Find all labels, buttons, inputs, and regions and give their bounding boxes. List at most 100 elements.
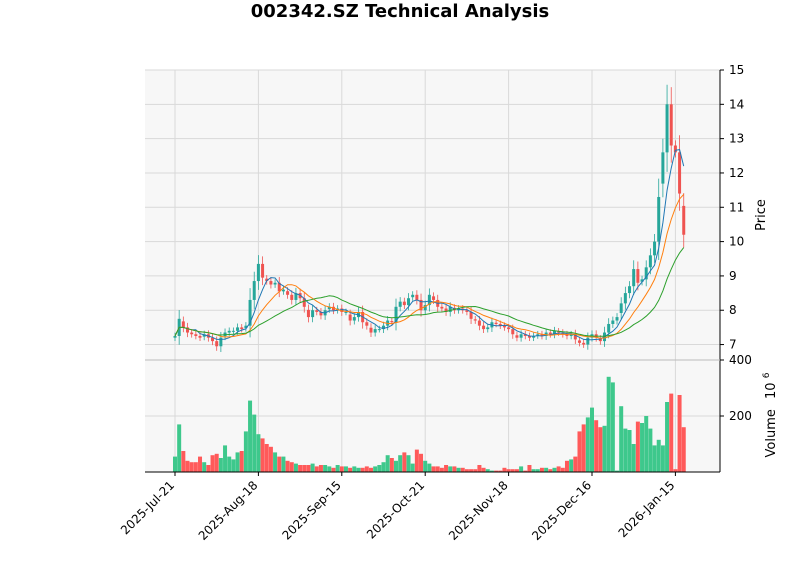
volume-bar bbox=[677, 395, 682, 472]
volume-multiplier-exp: 6 bbox=[762, 372, 772, 378]
candle-body bbox=[269, 281, 273, 285]
volume-bar bbox=[243, 431, 248, 472]
candle-body bbox=[527, 335, 531, 338]
candle-body bbox=[653, 241, 657, 256]
price-tick-label: 12 bbox=[729, 166, 744, 180]
candle-body bbox=[340, 308, 344, 312]
candle-body bbox=[211, 337, 215, 342]
candle-body bbox=[486, 327, 490, 330]
volume-bar bbox=[427, 463, 432, 472]
candle-body bbox=[231, 330, 235, 332]
candle-body bbox=[623, 293, 627, 304]
volume-bar bbox=[560, 467, 565, 472]
volume-bar bbox=[519, 466, 524, 472]
candle-body bbox=[277, 282, 281, 292]
candle-body bbox=[244, 325, 248, 329]
x-tick-label: 2025-Nov-18 bbox=[446, 478, 511, 543]
volume-bar bbox=[619, 406, 624, 472]
candle-body bbox=[173, 335, 177, 338]
volume-tick-label: 400 bbox=[729, 353, 752, 367]
candle-body bbox=[477, 320, 481, 326]
candle-body bbox=[607, 323, 611, 333]
candle-body bbox=[190, 332, 194, 335]
candle-body bbox=[394, 306, 398, 323]
volume-bar bbox=[235, 452, 240, 472]
volume-bar bbox=[331, 467, 336, 472]
volume-bar bbox=[444, 465, 449, 472]
volume-bar bbox=[656, 439, 661, 472]
candle-body bbox=[669, 104, 673, 146]
candle-body bbox=[586, 337, 590, 345]
volume-bar bbox=[539, 467, 544, 472]
candle-body bbox=[398, 301, 402, 307]
candle-body bbox=[678, 152, 682, 194]
candle-body bbox=[557, 331, 561, 333]
candle-body bbox=[352, 317, 356, 321]
candle-body bbox=[390, 321, 394, 323]
price-tick-label: 15 bbox=[729, 63, 744, 77]
volume-bar bbox=[535, 469, 540, 472]
volume-bar bbox=[214, 453, 219, 472]
price-axis-label: Price bbox=[754, 199, 769, 231]
candle-body bbox=[373, 329, 377, 333]
volume-bar bbox=[310, 463, 315, 472]
x-tick-label: 2025-Aug-18 bbox=[196, 478, 261, 543]
volume-bar bbox=[402, 452, 407, 472]
volume-bar bbox=[585, 417, 590, 472]
volume-axis-label-text: Volume bbox=[764, 409, 779, 457]
volume-bar bbox=[406, 455, 411, 472]
volume-bar bbox=[306, 465, 311, 472]
candle-body bbox=[611, 320, 615, 324]
candle-body bbox=[494, 322, 498, 324]
candle-body bbox=[565, 334, 569, 336]
volume-bar bbox=[564, 460, 569, 472]
candle-body bbox=[465, 310, 469, 312]
candle-body bbox=[194, 334, 198, 336]
price-tick-label: 14 bbox=[729, 97, 744, 111]
volume-bar bbox=[502, 467, 507, 472]
volume-bar bbox=[285, 460, 290, 472]
candle-body bbox=[640, 279, 644, 282]
candle-body bbox=[636, 269, 640, 283]
volume-bar bbox=[177, 424, 182, 472]
volume-bar bbox=[368, 467, 373, 472]
volume-bar bbox=[189, 462, 194, 472]
candle-body bbox=[286, 291, 290, 295]
volume-tick-label: 200 bbox=[729, 409, 752, 423]
volume-bar bbox=[318, 465, 323, 472]
volume-bar bbox=[640, 423, 645, 472]
volume-bar bbox=[510, 469, 515, 472]
ma-mid-line bbox=[174, 194, 685, 339]
candle-body bbox=[219, 337, 223, 347]
volume-bar bbox=[577, 431, 582, 472]
volume-bar bbox=[648, 428, 653, 472]
volume-bar bbox=[302, 465, 307, 472]
candle-body bbox=[473, 319, 477, 321]
candle-body bbox=[198, 335, 202, 338]
volume-bar bbox=[590, 407, 594, 472]
volume-bar bbox=[594, 420, 599, 472]
candle-body bbox=[427, 294, 431, 306]
candle-body bbox=[577, 340, 581, 343]
volume-bar bbox=[335, 465, 340, 472]
candle-body bbox=[344, 311, 348, 313]
volume-bar bbox=[293, 463, 298, 472]
price-tick-label: 7 bbox=[729, 338, 737, 352]
volume-bar bbox=[360, 467, 365, 472]
candle-body bbox=[319, 311, 323, 316]
candle-body bbox=[432, 296, 436, 300]
candle-body bbox=[411, 294, 415, 298]
volume-bar bbox=[494, 470, 499, 472]
volume-bar bbox=[218, 458, 223, 472]
candle-body bbox=[327, 306, 331, 310]
volume-bar bbox=[485, 469, 490, 472]
volume-bar bbox=[477, 465, 482, 472]
volume-bar bbox=[223, 445, 228, 472]
volume-bar bbox=[573, 456, 578, 472]
candle-body bbox=[615, 317, 619, 321]
candle-body bbox=[348, 314, 352, 321]
volume-bar bbox=[252, 414, 257, 472]
volume-bar bbox=[206, 465, 211, 472]
volume-bar bbox=[385, 455, 390, 472]
price-tick-label: 10 bbox=[729, 235, 744, 249]
